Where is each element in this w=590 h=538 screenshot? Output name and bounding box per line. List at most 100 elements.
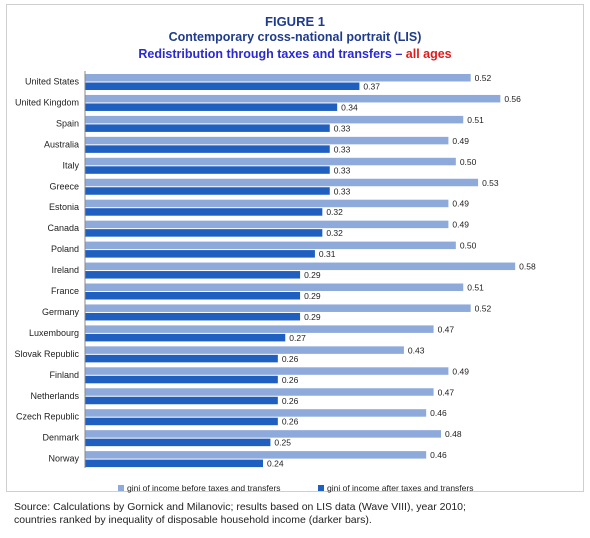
- legend-swatch: [318, 485, 324, 491]
- bar-after: [85, 82, 360, 90]
- data-label: 0.46: [430, 450, 447, 460]
- source-line-2: countries ranked by inequality of dispos…: [14, 514, 372, 526]
- data-label: 0.37: [363, 82, 380, 92]
- data-label: 0.34: [341, 102, 358, 112]
- bar-before: [85, 178, 479, 187]
- data-label: 0.25: [274, 438, 291, 448]
- bar-after: [85, 459, 263, 468]
- data-label: 0.31: [319, 249, 336, 259]
- data-label: 0.52: [475, 303, 492, 313]
- heading-main: Redistribution through taxes and transfe…: [138, 47, 403, 61]
- data-label: 0.50: [460, 157, 477, 167]
- chart-heading: Redistribution through taxes and transfe…: [0, 47, 590, 61]
- data-label: 0.49: [452, 366, 469, 376]
- data-label: 0.33: [334, 123, 351, 133]
- bar-after: [85, 103, 338, 111]
- category-label: Estonia: [49, 202, 79, 212]
- figure-label: FIGURE 1: [265, 14, 325, 29]
- bar-before: [85, 346, 404, 354]
- bar-before: [85, 262, 516, 271]
- bar-after: [85, 417, 278, 426]
- bar-before: [85, 304, 471, 312]
- data-label: 0.27: [289, 333, 306, 343]
- bar-before: [85, 74, 471, 82]
- data-label: 0.33: [334, 165, 351, 175]
- bar-after: [85, 292, 301, 300]
- bar-after: [85, 208, 323, 216]
- bar-before: [85, 430, 441, 438]
- data-label: 0.50: [460, 241, 477, 251]
- bar-before: [85, 199, 449, 208]
- category-label: Denmark: [42, 433, 79, 443]
- bar-after: [85, 396, 278, 405]
- category-label: United Kingdom: [15, 97, 79, 107]
- bar-after: [85, 124, 330, 132]
- category-label: Czech Republic: [16, 412, 80, 422]
- data-label: 0.53: [482, 178, 499, 188]
- data-label: 0.52: [475, 73, 492, 83]
- legend-label: gini of income after taxes and transfers: [327, 483, 473, 493]
- data-label: 0.47: [438, 387, 455, 397]
- category-label: Poland: [51, 244, 79, 254]
- category-label: France: [51, 286, 79, 296]
- data-label: 0.26: [282, 417, 299, 427]
- category-label: Italy: [62, 160, 79, 170]
- category-label: Ireland: [51, 265, 79, 275]
- category-label: Canada: [47, 223, 79, 233]
- bar-after: [85, 333, 286, 342]
- bar-before: [85, 157, 456, 166]
- data-label: 0.43: [408, 345, 425, 355]
- bar-after: [85, 229, 323, 237]
- category-label: Germany: [42, 307, 80, 317]
- data-label: 0.26: [282, 375, 299, 385]
- bar-before: [85, 325, 434, 333]
- category-label: Norway: [48, 454, 79, 464]
- data-label: 0.48: [445, 429, 462, 439]
- data-label: 0.32: [326, 228, 343, 238]
- category-label: Finland: [49, 370, 79, 380]
- category-label: Greece: [49, 181, 79, 191]
- category-label: Slovak Republic: [14, 349, 79, 359]
- data-label: 0.51: [467, 115, 484, 125]
- legend-swatch: [118, 485, 124, 491]
- data-label: 0.49: [452, 136, 469, 146]
- chart-subtitle: Contemporary cross-national portrait (LI…: [168, 30, 422, 44]
- data-label: 0.33: [334, 144, 351, 154]
- bar-after: [85, 250, 315, 258]
- heading-highlight: all ages: [405, 47, 452, 61]
- bar-after: [85, 375, 278, 384]
- source-note: Source: Calculations by Gornick and Mila…: [14, 501, 584, 527]
- bar-before: [85, 241, 456, 250]
- data-label: 0.58: [519, 262, 536, 272]
- data-label: 0.24: [267, 459, 284, 469]
- category-label: Australia: [44, 139, 79, 149]
- data-label: 0.49: [452, 199, 469, 209]
- bar-before: [85, 115, 464, 124]
- bar-chart: United States 0.52 0.37 United Kingdom 0.56 0…: [14, 71, 536, 493]
- data-label: 0.26: [282, 396, 299, 406]
- bar-after: [85, 438, 271, 447]
- category-label: Netherlands: [30, 391, 79, 401]
- bar-before: [85, 409, 427, 417]
- bar-before: [85, 136, 449, 145]
- data-label: 0.29: [304, 312, 321, 322]
- bar-before: [85, 220, 449, 229]
- bar-before: [85, 94, 501, 103]
- bar-after: [85, 145, 330, 153]
- data-label: 0.26: [282, 354, 299, 364]
- bar-before: [85, 451, 427, 459]
- bar-before: [85, 283, 464, 291]
- source-line-1: Source: Calculations by Gornick and Mila…: [14, 501, 466, 513]
- bar-after: [85, 312, 301, 321]
- data-label: 0.49: [452, 220, 469, 230]
- category-label: Spain: [56, 118, 79, 128]
- bar-after: [85, 166, 330, 174]
- bar-after: [85, 187, 330, 195]
- data-label: 0.47: [438, 324, 455, 334]
- legend-label: gini of income before taxes and transfer…: [127, 483, 281, 493]
- category-label: United States: [25, 77, 80, 87]
- category-label: Luxembourg: [29, 328, 79, 338]
- bar-before: [85, 367, 449, 375]
- bar-after: [85, 354, 278, 363]
- data-label: 0.51: [467, 283, 484, 293]
